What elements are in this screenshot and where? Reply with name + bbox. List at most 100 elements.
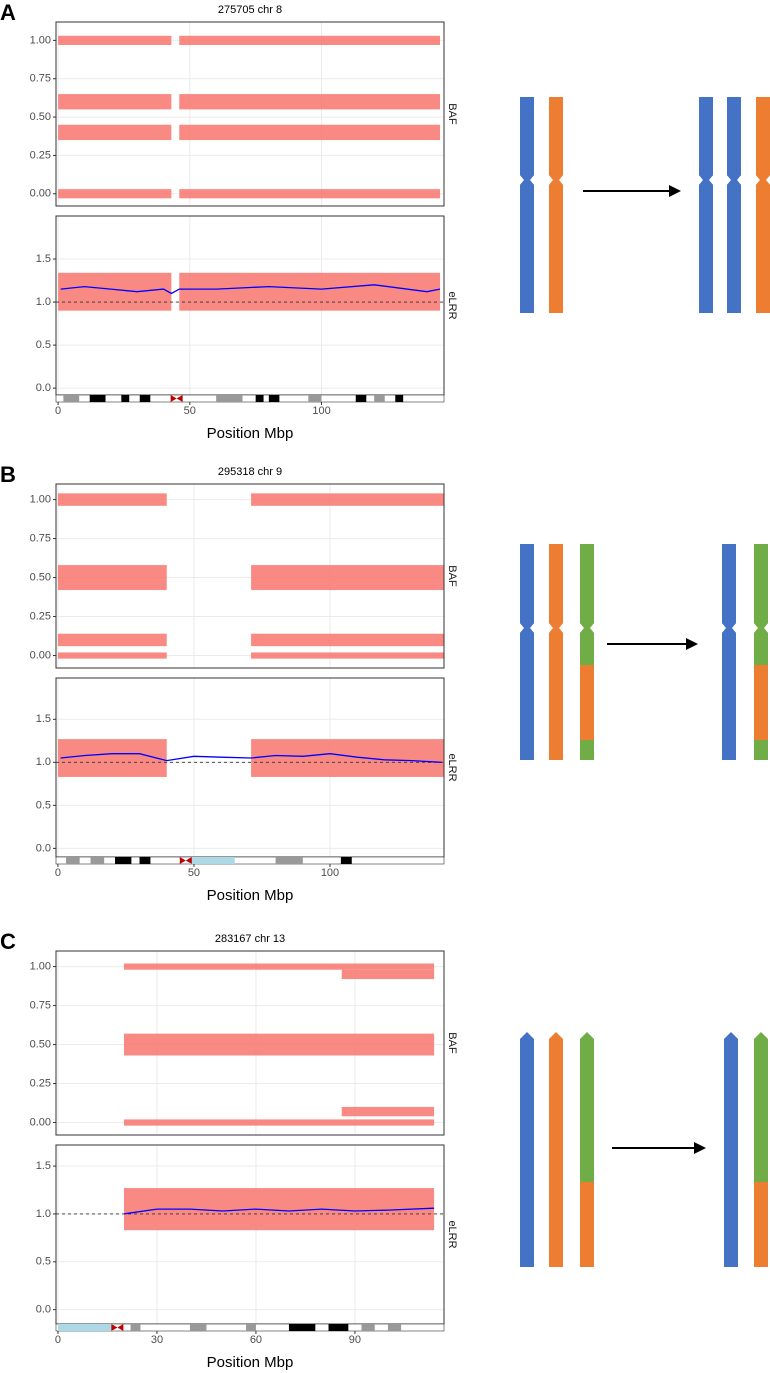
y-tick-label: 0.50 — [30, 111, 51, 123]
y-tick-label: 0.50 — [30, 571, 51, 583]
chromosome-schematic — [698, 97, 714, 313]
chromosome-schematic — [754, 1032, 768, 1267]
chromosome-segment — [754, 544, 768, 665]
acrocentric-tip — [580, 1032, 594, 1039]
centromere-notch — [548, 174, 564, 186]
chromosome-schematic — [520, 1032, 534, 1267]
point-cluster — [123, 963, 435, 970]
chromosome-segment — [580, 665, 594, 740]
cytoband — [89, 395, 106, 402]
facet-label: BAF — [446, 103, 458, 125]
x-axis-label: Position Mbp — [207, 887, 294, 904]
centromere — [111, 1324, 124, 1331]
clip-group — [58, 35, 441, 199]
cytoband — [115, 857, 132, 864]
point-cluster — [341, 1106, 435, 1117]
point-cluster — [251, 633, 445, 647]
y-tick-label: 0.25 — [30, 610, 51, 622]
y-tick-label: 1.00 — [30, 493, 51, 505]
point-cluster — [341, 969, 435, 980]
chromosome-schematic — [579, 544, 595, 760]
centromere — [179, 857, 192, 864]
chromosome-segment — [722, 544, 736, 760]
point-cluster — [57, 739, 167, 777]
point-cluster — [57, 493, 167, 506]
y-tick-label: 0.00 — [30, 188, 51, 200]
chromosome-schematic — [755, 97, 770, 313]
clip-group — [58, 272, 441, 311]
panel-title: 283167 chr 13 — [215, 933, 285, 945]
plot-border — [55, 950, 445, 1136]
y-tick-label: 0.0 — [36, 382, 51, 394]
cytoband — [246, 1324, 256, 1331]
y-tick-label: 0.0 — [36, 1304, 51, 1316]
chromosome-segment — [727, 97, 741, 313]
cytoband — [340, 857, 352, 864]
centromere — [170, 395, 183, 402]
centromere-notch — [726, 174, 742, 186]
plot-border — [55, 21, 445, 207]
cytoband — [255, 395, 264, 402]
point-cluster — [58, 35, 172, 45]
facet-label: BAF — [446, 565, 458, 587]
point-cluster — [179, 189, 441, 199]
y-tick-label: 1.5 — [36, 253, 51, 265]
chromosome-schematic — [724, 1032, 738, 1267]
plot-background — [56, 22, 444, 206]
lrr-smooth-line — [60, 753, 442, 763]
panel-letter: C — [0, 929, 16, 954]
cytoband — [130, 1324, 141, 1331]
point-cluster — [251, 565, 445, 591]
y-tick-label: 0.75 — [30, 73, 51, 85]
cytoband — [374, 395, 385, 402]
chromosome-segment — [754, 740, 768, 760]
chromosome-segment — [699, 97, 713, 313]
centromere-notch — [579, 622, 595, 634]
cytoband — [355, 395, 367, 402]
chromosome-schematic — [726, 97, 742, 313]
point-cluster — [57, 652, 167, 659]
cytoband — [121, 395, 130, 402]
chromosome-segment — [549, 1039, 563, 1267]
plot-background — [56, 1145, 444, 1324]
chromosome-schematic — [548, 97, 564, 313]
point-cluster — [251, 652, 445, 659]
y-tick-label: 1.0 — [36, 756, 51, 768]
point-cluster — [179, 35, 441, 45]
chromosome-segment — [520, 544, 534, 760]
acrocentric-tip — [724, 1032, 738, 1039]
point-cluster — [58, 94, 172, 110]
facet-label: BAF — [446, 1032, 458, 1054]
point-cluster — [179, 94, 441, 110]
y-tick-label: 0.00 — [30, 1116, 51, 1128]
facet-label: eLRR — [446, 291, 458, 319]
centromere-notch — [548, 622, 564, 634]
point-cluster — [179, 124, 441, 141]
plot-border — [55, 483, 445, 669]
centromere-notch — [755, 174, 770, 186]
chromosome-segment — [580, 1182, 594, 1267]
point-cluster — [58, 272, 172, 311]
chromosome-schematic — [548, 544, 564, 760]
y-tick-label: 0.75 — [30, 999, 51, 1011]
clip-group — [123, 963, 435, 1126]
clip-group — [57, 739, 445, 777]
cytoband — [90, 857, 105, 864]
lrr-smooth-line — [60, 284, 441, 295]
centromere-notch — [753, 622, 769, 634]
lrr-smooth-line — [123, 1207, 435, 1215]
chromosome-segment — [580, 544, 594, 665]
cytoband — [66, 857, 80, 864]
chromosome-segment — [724, 1039, 738, 1267]
y-tick-label: 1.5 — [36, 713, 51, 725]
chromosome-segment — [580, 1039, 594, 1182]
cytoband — [308, 395, 322, 402]
chromosome-segment — [754, 665, 768, 740]
chromosome-schematic — [549, 1032, 563, 1267]
y-tick-label: 0.00 — [30, 649, 51, 661]
x-axis-label: Position Mbp — [207, 425, 294, 442]
x-tick-label: 60 — [250, 1334, 262, 1346]
y-tick-label: 1.00 — [30, 34, 51, 46]
cytoband — [63, 395, 80, 402]
